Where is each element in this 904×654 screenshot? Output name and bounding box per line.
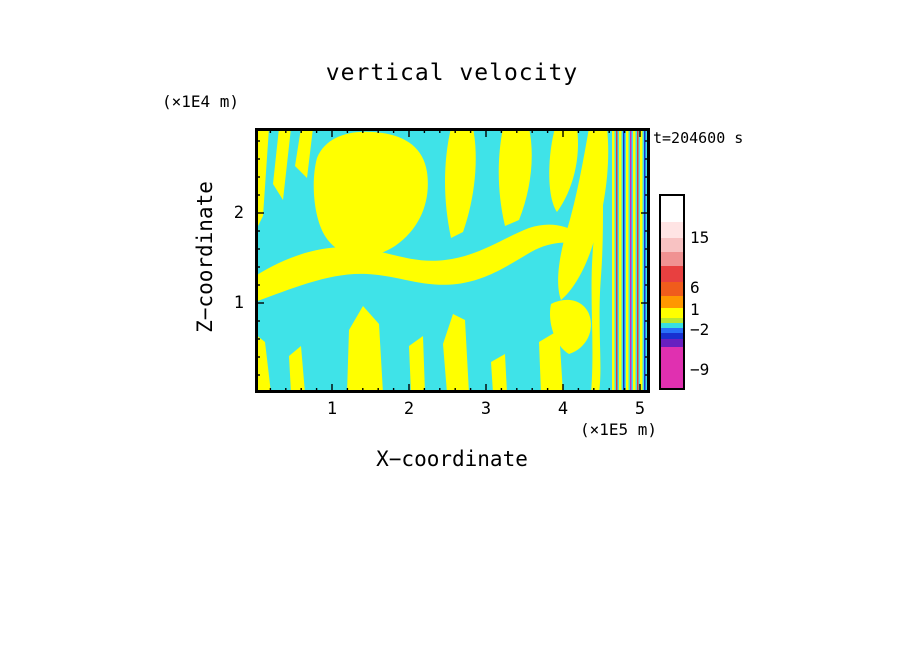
colorbar-tick-label: −9: [690, 360, 710, 379]
y-axis-unit-label: (×1E4 m): [162, 92, 240, 111]
colorbar-segment: [661, 266, 683, 282]
x-tick-label: 1: [326, 399, 338, 419]
colorbar-segment: [661, 333, 683, 339]
colorbar-segment: [661, 296, 683, 308]
colorbar-tick-label: 1: [690, 300, 700, 319]
y-tick-label: 2: [233, 203, 244, 223]
colorbar-segment: [661, 328, 683, 333]
contour-field-svg: [255, 128, 650, 393]
colorbar-segment: [661, 308, 683, 318]
x-axis-label: X−coordinate: [376, 447, 528, 471]
x-tick-label: 3: [480, 399, 492, 419]
chart-title: vertical velocity: [325, 60, 579, 86]
x-tick-label: 5: [634, 399, 646, 419]
x-axis-unit-label: (×1E5 m): [579, 420, 657, 439]
colorbar-segment: [661, 339, 683, 347]
x-tick-label: 4: [557, 399, 569, 419]
y-tick-label: 1: [233, 293, 244, 313]
colorbar-segment: [661, 222, 683, 238]
colorbar-tick-label: 6: [690, 278, 700, 297]
colorbar-labels: 15 6 1 −2 −9: [690, 194, 734, 390]
colorbar-segment: [661, 323, 683, 328]
colorbar-segment: [661, 252, 683, 266]
colorbar-segment: [661, 347, 683, 388]
time-annotation: t=204600 s: [653, 129, 744, 147]
contour-plot: [255, 128, 650, 393]
colorbar-segment: [661, 238, 683, 252]
x-tick-label: 2: [403, 399, 415, 419]
colorbar-tick-label: 15: [690, 228, 710, 247]
colorbar-segment: [661, 282, 683, 296]
colorbar-segment: [661, 318, 683, 323]
colorbar-segments: [659, 194, 685, 390]
x-tick-labels: 1 2 3 4 5: [255, 399, 650, 421]
colorbar-segment: [661, 196, 683, 222]
colorbar-tick-label: −2: [690, 320, 710, 339]
